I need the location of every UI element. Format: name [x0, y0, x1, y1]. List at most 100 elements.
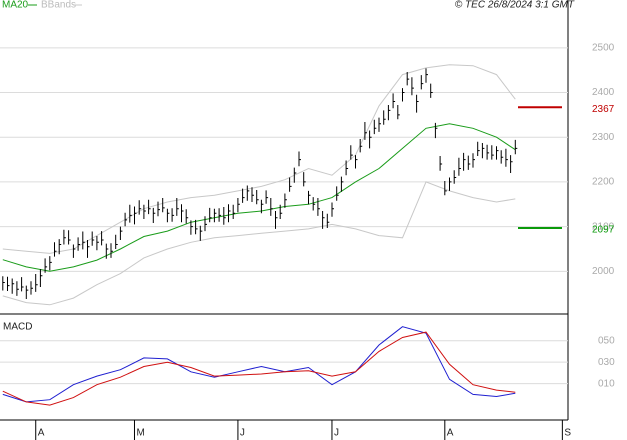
ohlc-bar: [185, 209, 189, 224]
ohlc-bar: [166, 208, 170, 223]
ohlc-bar: [260, 199, 264, 214]
ohlc-bar: [232, 204, 236, 219]
legend-label: BBands: [41, 0, 76, 11]
ohlc-bar: [510, 155, 513, 173]
macd-line: [2, 326, 516, 403]
ohlc-bar: [439, 156, 443, 171]
x-tick-label: S: [564, 428, 571, 439]
ohlc-bar: [21, 277, 24, 292]
ohlc-bar: [96, 236, 99, 251]
y-tick-label: 2200: [592, 177, 615, 188]
ohlc-bar: [387, 105, 391, 121]
ohlc-bar: [444, 181, 447, 196]
ohlc-bar: [279, 204, 283, 219]
x-tick-label: M: [136, 428, 144, 439]
ohlc-bar: [275, 211, 278, 229]
ohlc-bar: [331, 202, 334, 217]
ohlc-bar: [115, 234, 118, 249]
ohlc-bar: [312, 197, 316, 211]
ohlc-bar: [472, 153, 475, 168]
y-tick-label: 2000: [592, 266, 615, 277]
panel-title: MACD: [3, 322, 32, 333]
ohlc-bar: [49, 256, 52, 271]
level-label: 2097: [592, 225, 615, 236]
ohlc-bar: [308, 190, 311, 205]
macd-line: [2, 331, 516, 406]
ohlc-bar: [110, 243, 113, 258]
ohlc-bar: [336, 186, 339, 201]
ohlc-bar: [213, 208, 217, 223]
ohlc-bar: [425, 68, 428, 83]
y-tick-label: 2300: [592, 132, 615, 143]
ohlc-bar: [7, 276, 10, 291]
level-label: 2367: [592, 104, 615, 115]
x-tick-label: J: [240, 428, 245, 439]
ohlc-bar: [58, 239, 62, 255]
ohlc-bar: [270, 198, 273, 216]
ohlc-bar: [289, 177, 292, 192]
ohlc-bar: [218, 208, 222, 222]
ohlc-bar: [152, 207, 156, 223]
ohlc-bar: [265, 190, 269, 204]
ohlc-bar: [411, 77, 414, 96]
ohlc-bar: [72, 244, 76, 258]
ohlc-bar: [449, 177, 452, 191]
bollinger-lower: [2, 181, 516, 306]
ohlc-bar: [176, 198, 179, 216]
ohlc-bar: [514, 139, 518, 155]
legend-label: MA20: [2, 0, 29, 11]
ohlc-bar: [326, 213, 330, 228]
ohlc-bar: [35, 274, 38, 292]
ohlc-bar: [434, 122, 438, 139]
ohlc-bar: [68, 230, 71, 245]
ohlc-bar: [430, 83, 433, 98]
ohlc-bar: [402, 88, 405, 102]
ohlc-bar: [298, 151, 301, 167]
ohlc-bar: [242, 188, 245, 203]
ohlc-bar: [204, 216, 207, 232]
ohlc-bar: [364, 122, 367, 140]
ohlc-bar: [378, 117, 381, 132]
ohlc-bar: [209, 207, 212, 223]
ohlc-bar: [223, 207, 226, 225]
ohlc-bar: [199, 225, 203, 241]
x-tick-label: A: [38, 428, 45, 439]
ohlc-bar: [39, 269, 43, 287]
ohlc-bar: [293, 167, 297, 183]
y-tick-label: 010: [598, 378, 615, 389]
ohlc-bar: [129, 204, 132, 223]
copyright: © TEC 26/8/2024 3:1 GMT: [455, 0, 575, 11]
ohlc-bar: [369, 130, 372, 149]
ohlc-bar: [44, 258, 48, 273]
bollinger-upper: [2, 64, 516, 254]
ohlc-bar: [91, 231, 95, 246]
ohlc-bar: [54, 242, 57, 257]
ohlc-bar: [190, 220, 193, 235]
ohlc-bar: [420, 75, 424, 90]
ohlc-bar: [416, 94, 419, 113]
ohlc-bar: [143, 204, 146, 219]
ohlc-bar: [463, 152, 466, 171]
ohlc-bar: [25, 285, 29, 299]
ohlc-bar: [383, 110, 386, 125]
ohlc-bar: [11, 278, 15, 294]
ohlc-bar: [138, 200, 142, 215]
ohlc-bar: [458, 157, 461, 176]
ohlc-bar: [317, 198, 320, 216]
ohlc-bar: [251, 187, 254, 202]
ohlc-bar: [496, 146, 499, 160]
ohlc-bar: [350, 145, 353, 160]
ohlc-bar: [345, 160, 349, 176]
ohlc-bar: [467, 155, 471, 170]
y-tick-label: 2500: [592, 42, 615, 53]
ohlc-bar: [105, 243, 109, 259]
ohlc-bar: [77, 237, 81, 251]
y-tick-label: 030: [598, 357, 615, 368]
ohlc-bar: [355, 155, 358, 169]
ohlc-bar: [406, 72, 410, 86]
ohlc-bar: [134, 206, 137, 225]
ohlc-bar: [256, 190, 259, 205]
ohlc-bar: [453, 170, 457, 184]
